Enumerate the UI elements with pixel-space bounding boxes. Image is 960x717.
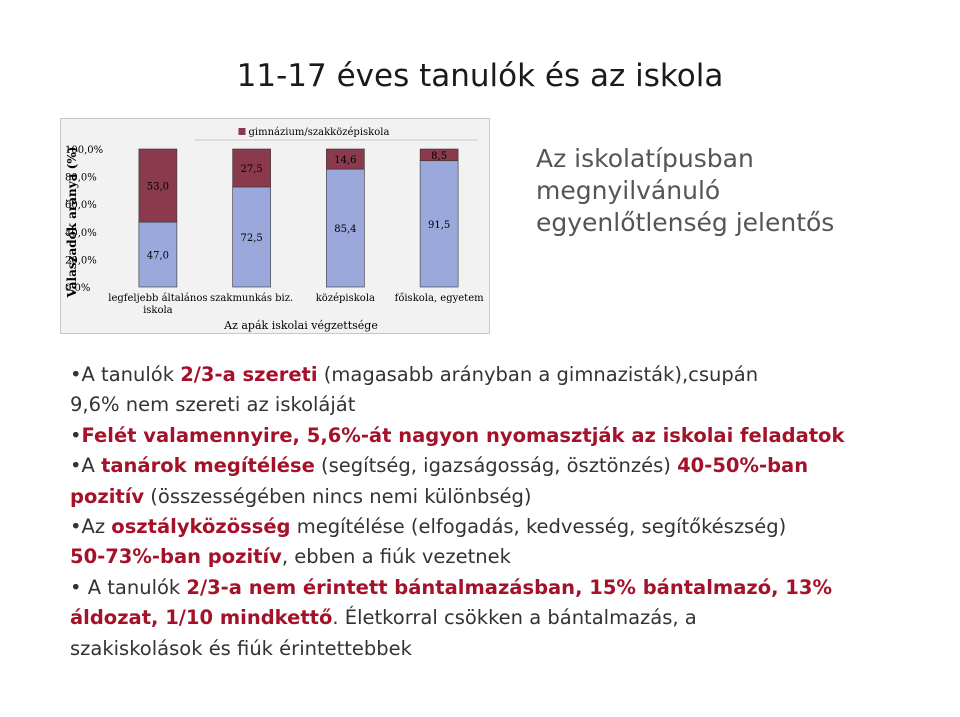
y-tick-label: 0,0% (65, 283, 90, 294)
x-tick-label: iskola (143, 305, 173, 316)
side-note-line: megnyilvánuló (536, 176, 721, 205)
body-text: 9,6% nem szereti az iskoláját (70, 393, 356, 417)
x-tick-label: főiskola, egyetem (395, 293, 484, 304)
chart-panel: 0,0% 20,0% 40,0% 60,0% 80,0% 100,0% Válaszadók… (60, 118, 490, 334)
bullet-line: •Felét valamennyire, 5,6%-át nagyon nyom… (70, 421, 950, 451)
y-axis-title: Válaszadók aránya (%) (65, 147, 79, 299)
body-text: Az (81, 515, 112, 539)
highlight-text: áldozat, 1/10 mindkettő (70, 606, 333, 630)
y-tick-label: 100,0% (65, 145, 103, 156)
body-text: , ebben a fiúk vezetnek (281, 545, 511, 569)
y-tick-label: 40,0% (65, 228, 97, 239)
body-text: (összességében nincs nemi különbség) (144, 484, 532, 508)
bullet-line: •Az osztályközösség megítélése (elfogadá… (70, 512, 950, 542)
data-label: 72,5 (240, 233, 262, 244)
data-label: 47,0 (147, 251, 169, 262)
bullet-line: •A tanárok megítélése (segítség, igazság… (70, 451, 950, 481)
y-tick-label: 60,0% (65, 200, 97, 211)
bar-segment (138, 221, 178, 288)
highlight-text: tanárok megítélése (101, 454, 315, 478)
side-note: Az iskolatípusban megnyilvánuló egyenlőt… (536, 143, 936, 239)
side-note-line: egyenlőtlenség jelentős (536, 208, 835, 237)
data-label: 91,5 (428, 220, 450, 231)
bar-segment (326, 148, 365, 170)
data-label: 27,5 (240, 164, 262, 175)
body-text: megítélése (elfogadás, kedvesség, segítő… (290, 515, 787, 539)
highlight-text: Felét valamennyire, 5,6%-át nagyon nyoma… (81, 423, 845, 447)
bullet-line: áldozat, 1/10 mindkettő. Életkorral csök… (70, 603, 950, 633)
y-tick-label: 80,0% (65, 173, 97, 184)
bullet-line: 50-73%-ban pozitív, ebben a fiúk vezetne… (70, 542, 950, 572)
x-axis-title: Az apák iskolai végzettsége (223, 319, 378, 332)
bar-segment (419, 160, 459, 288)
bar-segment (419, 148, 459, 162)
body-text: A tanulók (81, 575, 187, 599)
data-label: 8,5 (431, 151, 447, 162)
body-text: A tanulók (81, 363, 181, 386)
data-label: 85,4 (334, 224, 356, 235)
bar-segment (232, 148, 271, 188)
highlight-text: pozitív (70, 484, 145, 508)
bullet-dot-icon: • (70, 363, 82, 386)
data-label: 14,6 (334, 155, 356, 166)
bullet-line: szakiskolások és fiúk érintettebbek (70, 634, 950, 664)
x-tick-label: középiskola (316, 293, 375, 304)
side-note-line: Az iskolatípusban (536, 144, 754, 173)
bar-segment (232, 186, 271, 288)
body-text: . Életkorral csökken a bántalmazás, a (332, 606, 697, 630)
body-text: A (81, 454, 102, 478)
bullet-dot-icon: • (70, 515, 82, 539)
bullet-line: 9,6% nem szereti az iskoláját (70, 390, 950, 420)
stacked-bar-chart: 0,0% 20,0% 40,0% 60,0% 80,0% 100,0%Válaszadók… (65, 127, 484, 332)
page-title: 11-17 éves tanulók és az iskola (236, 58, 724, 94)
x-tick-label: legfeljebb általános (108, 293, 207, 304)
x-tick-label: szakmunkás biz. (210, 293, 293, 304)
highlight-text: 50-73%-ban pozitív (70, 545, 282, 569)
body-text: szakiskolások és fiúk érintettebbek (70, 636, 412, 660)
body-text: (segítség, igazságosság, ösztönzés) (314, 454, 678, 478)
y-tick-label: 20,0% (65, 255, 97, 266)
legend-swatch (238, 128, 246, 135)
highlight-text: 2/3-a nem érintett bántalmazásban, 15% b… (186, 575, 832, 599)
highlight-text: osztályközösség (111, 515, 291, 539)
highlight-text: 40-50%-ban (677, 454, 809, 478)
bullet-line: • A tanulók 2/3-a nem érintett bántalmaz… (70, 573, 950, 603)
bullet-line: •A tanulók 2/3-a szereti (magasabb arány… (70, 360, 950, 390)
legend-label: gimnázium/szakközépiskola (249, 127, 390, 138)
data-label: 53,0 (147, 182, 169, 193)
bullet-dot-icon: • (70, 423, 82, 447)
body-text: (magasabb arányban a gimnazisták),csupán (317, 363, 759, 386)
bullet-dot-icon: • (70, 575, 82, 599)
bullet-dot-icon: • (70, 454, 82, 478)
bar-segment (138, 148, 178, 223)
highlight-text: 2/3-a szereti (180, 363, 318, 386)
bar-segment (326, 168, 365, 288)
bullet-list: •A tanulók 2/3-a szereti (magasabb arány… (70, 360, 950, 664)
bullet-line: pozitív (összességében nincs nemi különb… (70, 482, 950, 512)
